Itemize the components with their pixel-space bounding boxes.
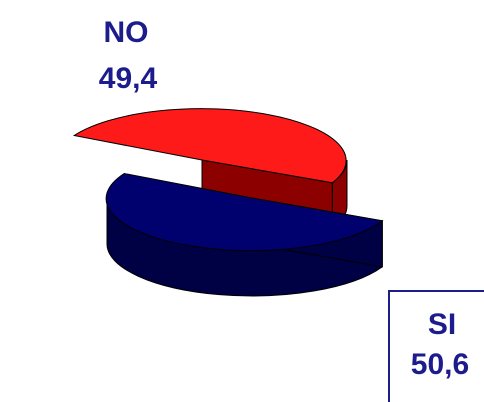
no-slice-top — [72, 108, 347, 184]
no-value: 49,4 — [98, 62, 158, 95]
si-value: 50,6 — [410, 348, 470, 381]
si-slice-top — [105, 172, 384, 252]
si-slice — [105, 172, 384, 297]
no-label: NO — [103, 16, 149, 49]
si-label: SI — [427, 308, 457, 341]
si-callout-box — [388, 290, 484, 402]
